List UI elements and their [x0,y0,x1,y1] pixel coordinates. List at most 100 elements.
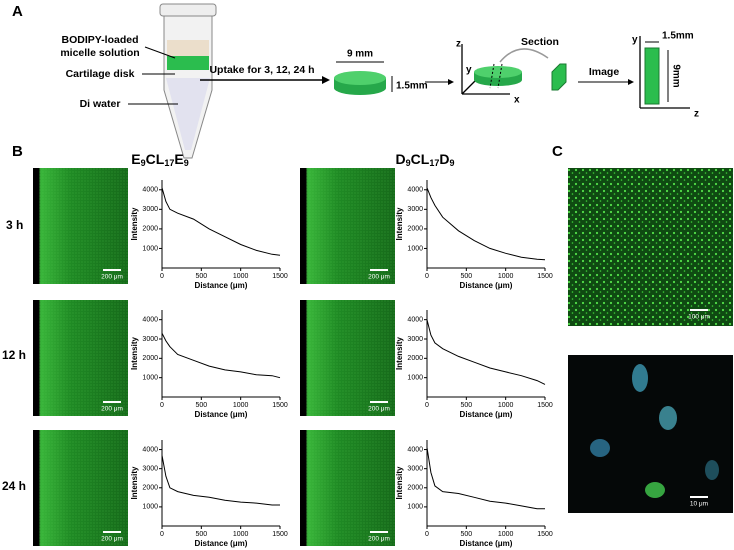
x-tick-label: 500 [460,402,472,409]
axis-letter: x [514,95,520,106]
axis-letter: y [632,35,638,46]
dimension-label: 9mm [670,64,681,87]
y-tick-label: 4000 [407,317,423,324]
x-tick-label: 0 [425,531,429,538]
y-tick-label: 3000 [142,206,158,213]
x-axis-label: Distance (μm) [195,410,248,419]
disk [334,71,386,95]
y-tick-label: 3000 [407,466,423,473]
dimension-label: 1.5mm [662,31,694,42]
row-label: 24 h [2,479,26,493]
arrow [499,48,549,63]
column-title: E9CL17E9 [131,151,188,169]
scale-bar-label: 200 μm [368,274,390,281]
tube-label: Di water [80,98,121,110]
dimension-label: 1.5mm [396,81,428,92]
line [161,332,281,379]
panel-label: B [12,143,23,160]
arrowhead [628,79,634,85]
scale-bar-label: 100 μm [688,314,710,321]
x-tick-label: 1000 [233,402,249,409]
texture [306,300,395,416]
panel-label: A [12,3,23,20]
x-tick-label: 1500 [537,273,553,280]
x-axis-label: Distance (μm) [195,539,248,548]
step-label: Image [589,66,620,78]
micrograph [568,168,733,326]
texture [39,430,128,546]
tube-label: Cartilage disk [66,68,135,80]
tube-label: micelle solution [60,47,139,59]
x-tick-label: 0 [160,273,164,280]
x-axis-label: Distance (μm) [195,281,248,290]
y-tick-label: 4000 [142,187,158,194]
step-label: Section [521,36,559,48]
section-disk [474,63,522,89]
x-tick-label: 0 [160,531,164,538]
y-tick-label: 1000 [142,504,158,511]
axis-letter: z [456,39,461,50]
x-tick-label: 1500 [272,531,288,538]
y-axis-label: Intensity [130,466,139,499]
y-tick-label: 1000 [407,504,423,511]
y-axis-label: Intensity [395,466,404,499]
x-axis-label: Distance (μm) [460,539,513,548]
row-label: 3 h [6,218,23,232]
y-tick-label: 2000 [142,355,158,362]
image-strip [644,47,660,105]
y-axis-label: Intensity [130,207,139,240]
y-tick-label: 1000 [407,245,423,252]
x-tick-label: 500 [460,531,472,538]
y-tick-label: 1000 [142,375,158,382]
y-tick-label: 2000 [142,226,158,233]
axis-letter: y [466,65,472,76]
image-axes [639,36,690,109]
scale-bar-label: 200 μm [101,406,123,413]
y-axis-label: Intensity [130,337,139,370]
x-tick-label: 500 [195,273,207,280]
scale-bar-label: 200 μm [101,274,123,281]
y-axis-label: Intensity [395,207,404,240]
dimension-label: 9 mm [347,49,373,60]
x-tick-label: 1500 [537,402,553,409]
x-tick-label: 1000 [498,531,514,538]
arrowhead [448,79,454,85]
x-tick-label: 0 [425,273,429,280]
x-tick-label: 500 [460,273,472,280]
texture [39,300,128,416]
x-tick-label: 1000 [498,402,514,409]
y-tick-label: 4000 [142,317,158,324]
line [426,319,546,385]
y-tick-label: 2000 [407,485,423,492]
x-tick-label: 500 [195,402,207,409]
column-title: D9CL17D9 [396,151,455,169]
texture [306,430,395,546]
texture [39,168,128,284]
y-tick-label: 4000 [407,187,423,194]
row-label: 12 h [2,348,26,362]
x-tick-label: 1500 [272,402,288,409]
x-tick-label: 1500 [537,531,553,538]
y-tick-label: 2000 [407,226,423,233]
line [426,187,546,261]
y-tick-label: 3000 [407,206,423,213]
axis-letter: z [694,109,699,120]
texture [306,168,395,284]
y-tick-label: 3000 [142,336,158,343]
arrowhead [322,76,330,84]
line [161,455,280,506]
x-axis-label: Distance (μm) [460,281,513,290]
x-tick-label: 0 [160,402,164,409]
scale-bar-label: 200 μm [101,536,123,543]
line [161,187,281,256]
x-tick-label: 1000 [498,273,514,280]
y-tick-label: 3000 [142,466,158,473]
panel-label: C [552,143,563,160]
y-tick-label: 1000 [142,245,158,252]
x-tick-label: 500 [195,531,207,538]
leader [144,46,176,59]
y-tick-label: 4000 [142,446,158,453]
y-tick-label: 4000 [407,446,423,453]
y-axis-label: Intensity [395,337,404,370]
